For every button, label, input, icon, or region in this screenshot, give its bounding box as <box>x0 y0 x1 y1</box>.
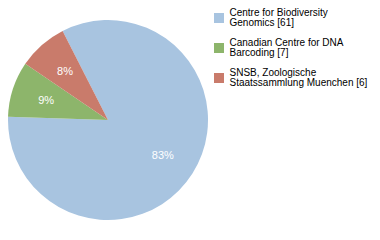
svg-text:9%: 9% <box>38 94 54 106</box>
svg-text:8%: 8% <box>57 65 73 77</box>
svg-text:83%: 83% <box>152 149 174 161</box>
svg-text:Centre for BiodiversityGenomic: Centre for BiodiversityGenomics [61] <box>230 7 328 28</box>
svg-text:SNSB, ZoologischeStaatssammlun: SNSB, ZoologischeStaatssammlung Muenchen… <box>230 67 368 88</box>
svg-text:Canadian Centre for DNABarcodi: Canadian Centre for DNABarcoding [7] <box>230 37 344 58</box>
